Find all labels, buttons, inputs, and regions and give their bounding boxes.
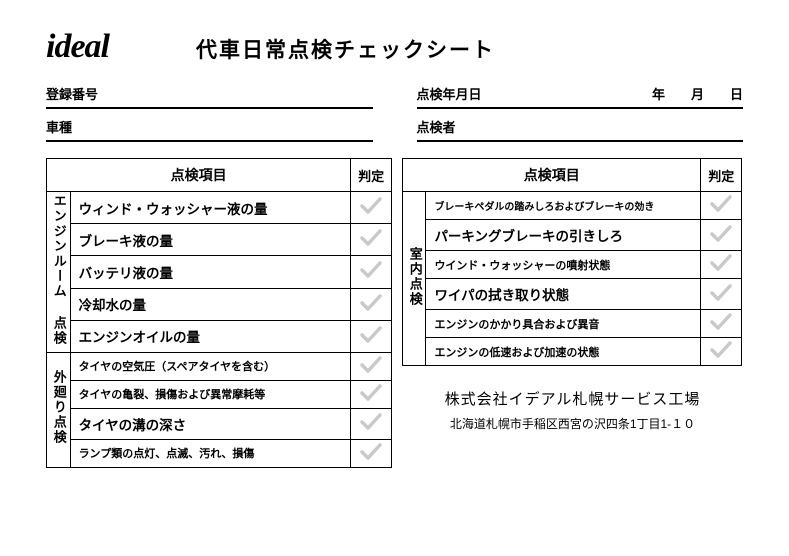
check-mark-cell <box>701 310 742 338</box>
check-item: ブレーキ液の量 <box>70 224 351 256</box>
check-item: ブレーキペダルの踏みしろおよびブレーキの効き <box>426 192 701 220</box>
year-suffix: 年 <box>652 84 665 103</box>
date-label: 点検年月日 <box>417 84 482 103</box>
registration-field: 登録番号 <box>46 80 373 109</box>
model-label: 車種 <box>46 117 72 136</box>
check-icon <box>360 229 382 247</box>
check-icon <box>360 261 382 279</box>
inspector-field: 点検者 <box>417 113 744 142</box>
company-address: 北海道札幌市手稲区西宮の沢四条1丁目1-１０ <box>402 415 743 432</box>
day-suffix: 日 <box>730 84 743 103</box>
check-mark-cell <box>351 320 392 352</box>
check-mark-cell <box>351 288 392 320</box>
check-item: タイヤの空気圧（スペアタイヤを含む） <box>70 352 351 380</box>
check-icon <box>710 341 732 359</box>
tables-container: 点検項目 判定 エンジンルーム 点検 ウィンド・ウォッシャー液の量 ブレーキ液の… <box>46 158 743 468</box>
right-column: 点検項目 判定 室内点検 ブレーキペダルの踏みしろおよびブレーキの効き パーキン… <box>402 158 743 432</box>
check-icon <box>360 443 382 461</box>
check-mark-cell <box>351 192 392 224</box>
document-title: 代車日常点検チェックシート <box>196 34 495 64</box>
check-mark-cell <box>351 352 392 380</box>
check-icon <box>710 284 732 302</box>
check-item: エンジンのかかり具合および異音 <box>426 310 701 338</box>
check-item: 冷却水の量 <box>70 288 351 320</box>
check-mark-cell <box>351 256 392 288</box>
info-row-2: 車種 点検者 <box>46 113 743 142</box>
judge-header: 判定 <box>701 159 742 192</box>
check-item: エンジンの低速および加速の状態 <box>426 338 701 366</box>
check-item: ウィンド・ウォッシャー液の量 <box>70 192 351 224</box>
check-item: ランプ類の点灯、点滅、汚れ、損傷 <box>70 439 351 467</box>
check-item: バッテリ液の量 <box>70 256 351 288</box>
check-icon <box>710 225 732 243</box>
inspector-label: 点検者 <box>417 117 456 136</box>
registration-label: 登録番号 <box>46 84 98 103</box>
model-field: 車種 <box>46 113 373 142</box>
logo: ideal <box>46 28 196 66</box>
company-block: 株式会社イデアル札幌サービス工場 北海道札幌市手稲区西宮の沢四条1丁目1-１０ <box>402 388 743 432</box>
check-icon <box>360 294 382 312</box>
check-icon <box>360 384 382 402</box>
check-icon <box>360 197 382 215</box>
check-mark-cell <box>701 220 742 251</box>
check-item: パーキングブレーキの引きしろ <box>426 220 701 251</box>
company-name: 株式会社イデアル札幌サービス工場 <box>402 388 743 409</box>
check-icon <box>710 254 732 272</box>
check-mark-cell <box>351 224 392 256</box>
judge-header: 判定 <box>351 159 392 192</box>
category-exterior: 外廻り点検 <box>47 352 71 467</box>
check-icon <box>360 326 382 344</box>
check-item: タイヤの亀裂、損傷および異常摩耗等 <box>70 380 351 408</box>
check-mark-cell <box>701 338 742 366</box>
check-mark-cell <box>351 380 392 408</box>
check-mark-cell <box>351 408 392 439</box>
category-interior: 室内点検 <box>403 192 426 366</box>
check-icon <box>360 356 382 374</box>
item-header: 点検項目 <box>47 159 351 192</box>
page-container: ideal 代車日常点検チェックシート 登録番号 点検年月日 年 月 日 車種 <box>0 0 789 488</box>
month-suffix: 月 <box>691 84 704 103</box>
info-row-1: 登録番号 点検年月日 年 月 日 <box>46 80 743 109</box>
check-mark-cell <box>701 192 742 220</box>
header: ideal 代車日常点検チェックシート <box>46 28 743 66</box>
check-icon <box>710 195 732 213</box>
check-icon <box>360 413 382 431</box>
category-engine-room: エンジンルーム 点検 <box>47 192 71 353</box>
check-item: ウインド・ウォッシャーの噴射状態 <box>426 251 701 279</box>
check-mark-cell <box>701 251 742 279</box>
check-item: エンジンオイルの量 <box>70 320 351 352</box>
check-mark-cell <box>351 439 392 467</box>
check-item: タイヤの溝の深さ <box>70 408 351 439</box>
check-mark-cell <box>701 279 742 310</box>
inspection-date-field: 点検年月日 年 月 日 <box>417 80 744 109</box>
check-icon <box>710 313 732 331</box>
right-checklist-table: 点検項目 判定 室内点検 ブレーキペダルの踏みしろおよびブレーキの効き パーキン… <box>402 158 742 366</box>
check-item: ワイパの拭き取り状態 <box>426 279 701 310</box>
item-header: 点検項目 <box>403 159 701 192</box>
left-checklist-table: 点検項目 判定 エンジンルーム 点検 ウィンド・ウォッシャー液の量 ブレーキ液の… <box>46 158 392 468</box>
